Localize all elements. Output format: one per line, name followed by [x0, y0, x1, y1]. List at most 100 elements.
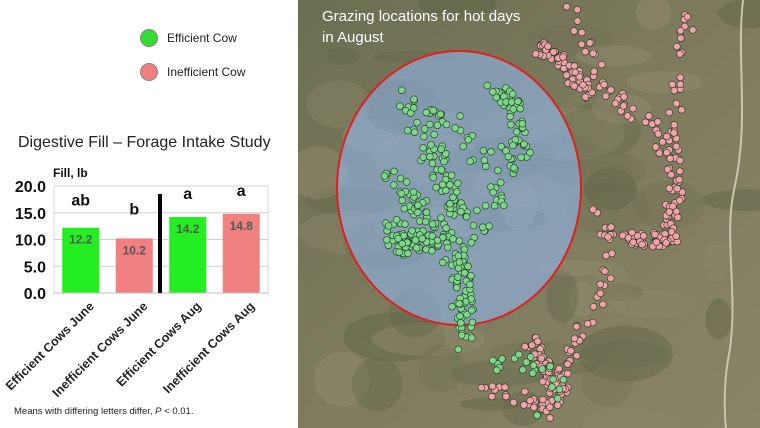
efficient-cow-point	[454, 252, 463, 260]
efficient-cow-point	[493, 366, 501, 374]
inefficient-cow-point	[572, 322, 581, 331]
inefficient-cow-point	[579, 81, 587, 89]
terrain-patch	[325, 47, 361, 65]
efficient-cow-point	[404, 249, 412, 258]
terrain-patch	[560, 102, 642, 159]
efficient-cow-point	[440, 157, 448, 166]
inefficient-cow-point	[573, 17, 582, 25]
inefficient-cow-point	[667, 171, 675, 179]
inefficient-cow-point	[530, 403, 538, 411]
legend-item-inefficient: Inefficient Cow	[140, 63, 246, 81]
y-tick-label: 15.0	[15, 206, 46, 223]
inefficient-cow-point	[607, 274, 615, 283]
efficient-cow-point	[401, 220, 409, 228]
inefficient-cow-point	[664, 165, 672, 174]
efficient-cow-point	[410, 95, 418, 103]
efficient-cow-point	[483, 81, 492, 90]
map-title: Grazing locations for hot days in August	[322, 8, 521, 46]
inefficient-cow-point	[571, 68, 579, 76]
efficient-cow-point	[395, 248, 403, 256]
efficient-cow-point	[419, 144, 427, 152]
efficient-cow-point	[414, 201, 422, 210]
inefficient-cow-point	[534, 337, 542, 345]
inefficient-cow-point	[676, 27, 685, 35]
terrain-patch	[701, 189, 760, 212]
efficient-cow-point	[457, 319, 465, 327]
efficient-cow-point	[402, 178, 411, 186]
efficient-cow-point	[515, 350, 523, 359]
terrain-patch	[718, 0, 760, 29]
inefficient-cow-point	[663, 132, 671, 141]
efficient-cow-point	[446, 200, 454, 208]
footnote-text: Means with differing letters differ,	[14, 406, 156, 417]
efficient-cow-point	[512, 128, 521, 136]
efficient-cow-point	[507, 120, 515, 129]
efficient-cow-point	[504, 152, 513, 161]
y-axis-label: Fill, lb	[53, 166, 88, 180]
efficient-cow-point	[517, 153, 525, 162]
efficient-cow-point	[463, 310, 471, 319]
efficient-cow-point	[426, 152, 434, 161]
map-road	[723, 0, 744, 428]
inefficient-cow-point	[689, 26, 697, 34]
inefficient-cow-point	[628, 228, 636, 237]
chart-title: Digestive Fill – Forage Intake Study	[18, 134, 271, 151]
inefficient-cow-point	[521, 343, 529, 351]
terrain-patch	[568, 281, 595, 318]
inefficient-cow-point	[596, 289, 604, 298]
efficient-cow-point	[549, 375, 557, 383]
efficient-cow-point	[487, 148, 495, 156]
legend-label-efficient: Efficient Cow	[167, 31, 237, 45]
inefficient-cow-point	[639, 232, 648, 240]
efficient-cow-point	[446, 181, 454, 189]
efficient-cow-point	[555, 385, 564, 394]
inefficient-cow-point	[575, 73, 584, 81]
efficient-cow-point	[468, 318, 477, 326]
efficient-cow-point	[468, 334, 476, 342]
footnote: Means with differing letters differ, P <…	[14, 406, 193, 417]
inefficient-cow-point	[673, 42, 681, 51]
inefficient-cow-point	[477, 383, 486, 392]
efficient-cow-point	[464, 136, 473, 144]
inefficient-cow-point	[651, 230, 659, 239]
inefficient-cow-point	[629, 104, 637, 113]
efficient-cow-point	[419, 153, 428, 161]
efficient-cow-point	[473, 206, 481, 215]
inefficient-cow-point	[678, 188, 686, 196]
efficient-cow-point	[400, 204, 409, 213]
inefficient-cow-point	[502, 392, 510, 401]
efficient-cow-point	[526, 353, 535, 361]
efficient-cow-point	[410, 104, 418, 112]
inefficient-cow-point	[600, 80, 608, 89]
efficient-cow-point	[394, 234, 403, 243]
y-tick-label: 5.0	[24, 259, 46, 276]
inefficient-cow-point	[573, 5, 581, 14]
footnote-p: P	[155, 406, 162, 417]
efficient-cow-point	[449, 235, 457, 243]
efficient-cow-point	[428, 159, 437, 168]
efficient-cow-point	[409, 188, 418, 196]
efficient-cow-point	[509, 105, 518, 113]
terrain-patch	[582, 407, 677, 428]
efficient-cow-point	[490, 202, 499, 210]
bar	[62, 227, 100, 293]
efficient-cow-point	[509, 90, 517, 98]
y-tick-label: 10.0	[15, 233, 46, 250]
efficient-cow-point	[485, 222, 493, 230]
y-tick-label: 20.0	[15, 179, 46, 196]
inefficient-cow-point	[577, 40, 586, 49]
efficient-cow-point	[396, 174, 405, 183]
efficient-cow-point	[439, 258, 447, 267]
efficient-cow-point	[479, 147, 488, 155]
x-tick-label: Inefficient Cows Aug	[160, 299, 257, 396]
efficient-cow-point	[489, 356, 497, 365]
efficient-cow-point	[449, 193, 457, 202]
inefficient-cow-point	[578, 28, 586, 37]
inefficient-cow-point	[607, 223, 615, 231]
terrain-patch	[705, 298, 732, 340]
inefficient-cow-point	[528, 341, 536, 349]
efficient-cow-point	[455, 237, 464, 245]
efficient-cow-point	[398, 196, 406, 205]
efficient-cow-point	[442, 150, 450, 158]
efficient-cow-point	[494, 166, 502, 175]
